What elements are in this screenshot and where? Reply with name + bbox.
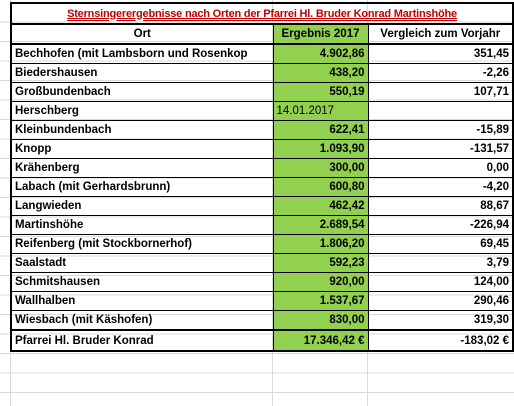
title-row: Sternsingerergebnisse nach Orten der Pfa… — [9, 2, 514, 25]
cell: Reifenberg (mit Stockbornerhof) — [10, 234, 274, 254]
cell: 124,00 — [367, 272, 514, 292]
data-row: Biedershausen 438,20 -2,26 — [10, 63, 514, 83]
results-table: Sternsingerergebnisse nach Orten der Pfa… — [9, 2, 514, 352]
cell: 600,80 — [272, 177, 369, 197]
cell: 0,00 — [367, 158, 514, 178]
cell: Saalstadt — [10, 253, 274, 273]
data-row: Labach (mit Gerhardsbrunn) 600,80 -4,20 — [10, 177, 514, 197]
cell: Wiesbach (mit Käshofen) — [10, 310, 274, 331]
cell: -2,26 — [367, 63, 514, 83]
cell: -4,20 — [367, 177, 514, 197]
cell — [367, 101, 514, 121]
cell: Schmitshausen — [10, 272, 274, 292]
cell: Knopp — [10, 139, 274, 159]
cell: Herschberg — [10, 101, 274, 121]
cell: 438,20 — [272, 63, 369, 83]
data-row: Wallhalben 1.537,67 290,46 — [10, 291, 514, 311]
cell: -131,57 — [367, 139, 514, 159]
cell: Biedershausen — [10, 63, 274, 83]
data-row: Herschberg 14.01.2017 — [10, 101, 514, 121]
cell: Ergebnis 2017 — [272, 23, 369, 45]
total-row: Pfarrei Hl. Bruder Konrad 17.346,42 € -183… — [10, 329, 514, 352]
cell: 319,30 — [367, 310, 514, 331]
data-row: Saalstadt 592,23 3,79 — [10, 253, 514, 273]
cell: 107,71 — [367, 82, 514, 102]
cell: 622,41 — [272, 120, 369, 140]
data-row: Krähenberg 300,00 0,00 — [10, 158, 514, 178]
cell: 1.806,20 — [272, 234, 369, 254]
cell: Langwieden — [10, 196, 274, 216]
cell: 88,67 — [367, 196, 514, 216]
title-cell: Sternsingerergebnisse nach Orten der Pfa… — [9, 2, 514, 25]
data-row: Reifenberg (mit Stockbornerhof) 1.806,20 6… — [10, 234, 514, 254]
cell: Ort — [10, 23, 274, 45]
cell: 290,46 — [367, 291, 514, 311]
cell: 17.346,42 € — [272, 329, 369, 352]
cell: 592,23 — [272, 253, 369, 273]
cell: Wallhalben — [10, 291, 274, 311]
cell: 4.902,86 — [272, 43, 369, 64]
cell: 2.689,54 — [272, 215, 369, 235]
cell: -15,89 — [367, 120, 514, 140]
cell: 14.01.2017 — [272, 101, 369, 121]
data-row: Kleinbundenbach 622,41 -15,89 — [10, 120, 514, 140]
data-row: Schmitshausen 920,00 124,00 — [10, 272, 514, 292]
header-row: Ort Ergebnis 2017 Vergleich zum Vorjahr — [10, 23, 514, 45]
data-row: Martinshöhe 2.689,54 -226,94 — [10, 215, 514, 235]
data-row: Bechhofen (mit Lambsborn und Rosenkop 4.9… — [10, 43, 514, 64]
cell: 69,45 — [367, 234, 514, 254]
cell: 351,45 — [367, 43, 514, 64]
data-row: Langwieden 462,42 88,67 — [10, 196, 514, 216]
data-row: Knopp 1.093,90 -131,57 — [10, 139, 514, 159]
data-row: Großbundenbach 550,19 107,71 — [10, 82, 514, 102]
cell: -226,94 — [367, 215, 514, 235]
cell: -183,02 € — [367, 329, 514, 352]
cell: 1.093,90 — [272, 139, 369, 159]
title: Sternsingerergebnisse nach Orten der Pfa… — [67, 7, 457, 20]
cell: Krähenberg — [10, 158, 274, 178]
cell: 462,42 — [272, 196, 369, 216]
cell: Großbundenbach — [10, 82, 274, 102]
cell: 300,00 — [272, 158, 369, 178]
cell: Labach (mit Gerhardsbrunn) — [10, 177, 274, 197]
cell: Kleinbundenbach — [10, 120, 274, 140]
cell: 830,00 — [272, 310, 369, 331]
cell: 550,19 — [272, 82, 369, 102]
cell: 920,00 — [272, 272, 369, 292]
cell: Vergleich zum Vorjahr — [367, 23, 514, 45]
cell: Bechhofen (mit Lambsborn und Rosenkop — [10, 43, 274, 64]
cell: Martinshöhe — [10, 215, 274, 235]
cell: 3,79 — [367, 253, 514, 273]
data-row: Wiesbach (mit Käshofen) 830,00 319,30 — [10, 310, 514, 331]
cell: 1.537,67 — [272, 291, 369, 311]
cell: Pfarrei Hl. Bruder Konrad — [10, 329, 274, 352]
